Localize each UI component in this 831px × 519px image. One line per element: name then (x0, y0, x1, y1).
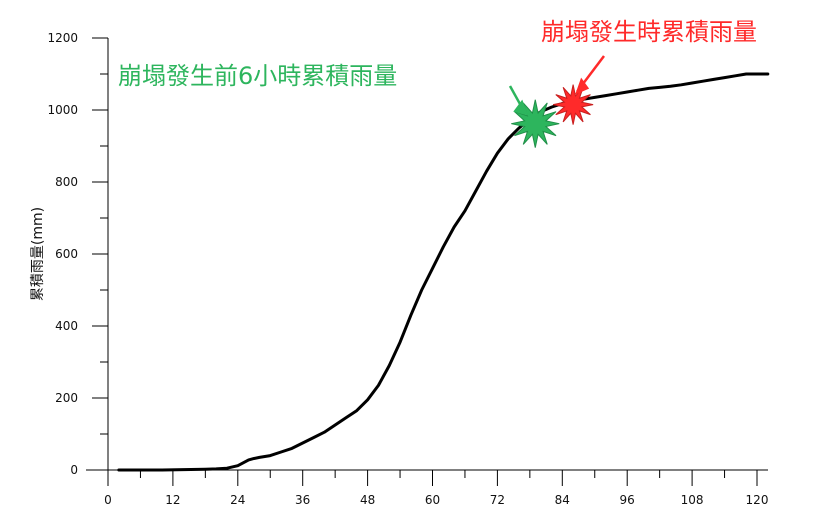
cumulative-rainfall-line (117, 72, 770, 472)
green-annotation-label: 崩塌發生前6小時累積雨量 (118, 62, 397, 90)
x-tick-label: 96 (620, 493, 635, 507)
x-tick-label: 84 (555, 493, 570, 507)
y-tick-label: 0 (70, 463, 78, 477)
y-tick-label: 800 (55, 175, 78, 189)
x-tick-label: 12 (165, 493, 180, 507)
y-tick-label: 400 (55, 319, 78, 333)
x-tick-label: 60 (425, 493, 440, 507)
series-layer (117, 72, 770, 472)
x-tick-label: 48 (360, 493, 375, 507)
ticks-layer (92, 37, 758, 486)
red-burst-icon (553, 84, 594, 125)
y-tick-label: 1200 (47, 31, 78, 45)
y-axis-title: 累積雨量(mm) (30, 207, 46, 301)
x-tick-label: 108 (681, 493, 704, 507)
y-tick-label: 200 (55, 391, 78, 405)
x-tick-label: 72 (490, 493, 505, 507)
labels-layer: 0 200 400 600 800 1000 1200 0 12 24 36 48 60 72 84 96 10… (30, 31, 768, 507)
x-tick-label: 120 (746, 493, 769, 507)
x-tick-label: 24 (230, 493, 245, 507)
y-tick-label: 1000 (47, 103, 78, 117)
green-arrow-head (513, 99, 529, 116)
red-annotation-label: 崩塌發生時累積雨量 (541, 18, 757, 46)
x-tick-label: 0 (104, 493, 112, 507)
red-arrow-head (575, 77, 590, 95)
annotation-layer: 崩塌發生前6小時累積雨量 崩塌發生時累積雨量 (118, 18, 757, 148)
axes-layer (86, 38, 768, 471)
x-tick-label: 36 (295, 493, 310, 507)
y-tick-label: 600 (55, 247, 78, 261)
